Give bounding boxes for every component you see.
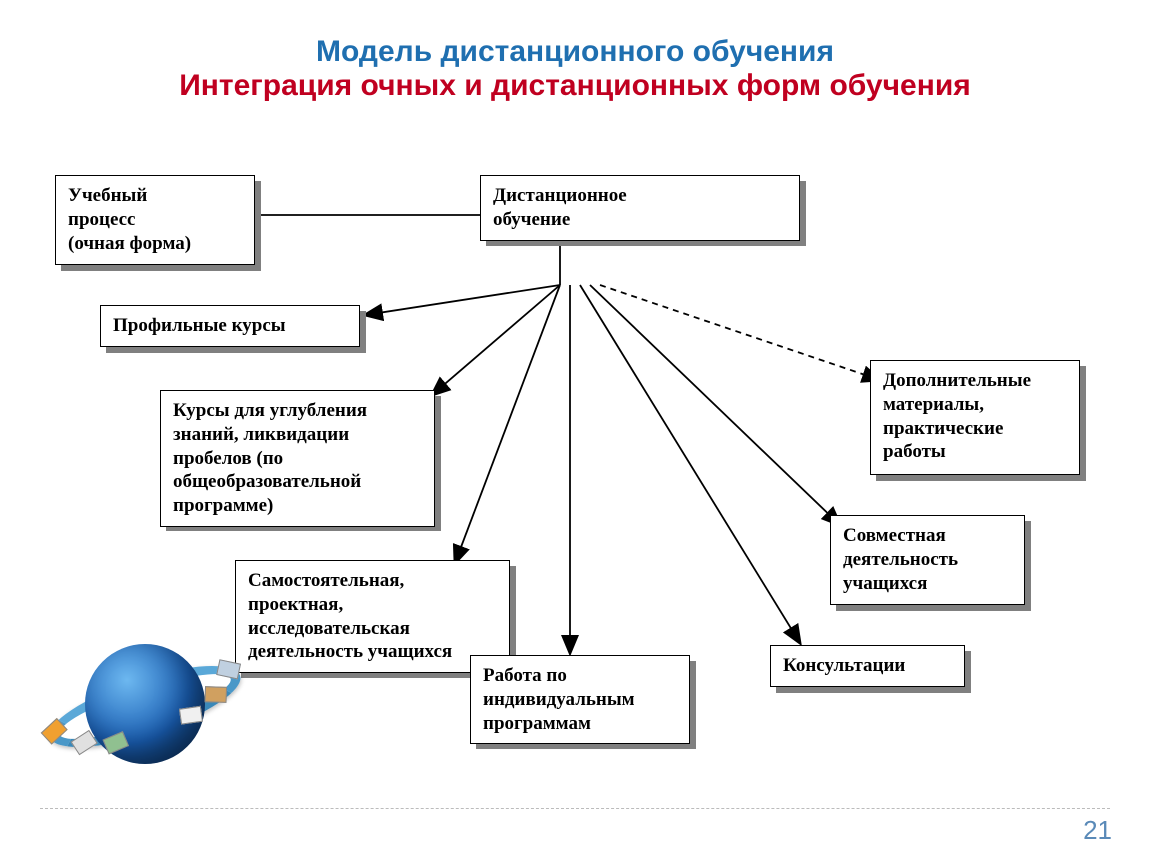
title-line-2: Интеграция очных и дистанционных форм об…: [0, 69, 1150, 103]
box-label-line: Консультации: [783, 654, 952, 678]
box-label-line: проектная,: [248, 593, 497, 617]
box-label-line: обучение: [493, 208, 787, 232]
box-label-line: Самостоятельная,: [248, 569, 497, 593]
box-label-line: процесс: [68, 208, 242, 232]
box-label-line: Курсы для углубления: [173, 399, 422, 423]
diagram-edge: [600, 285, 880, 380]
box-label-line: исследовательская: [248, 617, 497, 641]
diagram-box-n2: Дистанционноеобучение: [480, 175, 800, 241]
diagram-box-n3: Профильные курсы: [100, 305, 360, 347]
footer-divider: [40, 808, 1110, 809]
diagram-edge: [590, 285, 840, 525]
diagram-edge: [455, 285, 560, 563]
box-label-line: знаний, ликвидации: [173, 423, 422, 447]
page-number: 21: [1083, 815, 1112, 846]
box-label-line: программам: [483, 712, 677, 736]
box-label-line: Учебный: [68, 184, 242, 208]
diagram-box-n5: Самостоятельная,проектная,исследовательс…: [235, 560, 510, 673]
diagram-edge: [432, 285, 560, 395]
box-label-line: программе): [173, 494, 422, 518]
box-label-line: пробелов (по: [173, 447, 422, 471]
diagram-edge: [580, 285, 800, 643]
box-label-line: деятельность: [843, 548, 1012, 572]
diagram-box-n8: Совместнаядеятельностьучащихся: [830, 515, 1025, 605]
diagram-box-n9: Дополнительныематериалы,практическиерабо…: [870, 360, 1080, 475]
diagram-box-n6: Работа поиндивидуальнымпрограммам: [470, 655, 690, 744]
box-label-line: Дополнительные: [883, 369, 1067, 393]
box-label-line: материалы,: [883, 393, 1067, 417]
title-block: Модель дистанционного обучения Интеграци…: [0, 0, 1150, 103]
box-label-line: практические: [883, 417, 1067, 441]
box-label-line: Дистанционное: [493, 184, 787, 208]
box-label-line: Работа по: [483, 664, 677, 688]
title-line-1: Модель дистанционного обучения: [0, 35, 1150, 69]
box-label-line: Профильные курсы: [113, 314, 347, 338]
box-label-line: работы: [883, 440, 1067, 464]
diagram-box-n7: Консультации: [770, 645, 965, 687]
box-label-line: общеобразовательной: [173, 470, 422, 494]
box-label-line: Совместная: [843, 524, 1012, 548]
box-label-line: (очная форма): [68, 232, 242, 256]
box-label-line: учащихся: [843, 572, 1012, 596]
box-label-line: индивидуальным: [483, 688, 677, 712]
diagram-box-n1: Учебныйпроцесс(очная форма): [55, 175, 255, 265]
diagram-box-n4: Курсы для углублениязнаний, ликвидациипр…: [160, 390, 435, 527]
box-label-line: деятельность учащихся: [248, 640, 497, 664]
diagram-edge: [365, 285, 560, 315]
globe-illustration: [30, 614, 250, 794]
